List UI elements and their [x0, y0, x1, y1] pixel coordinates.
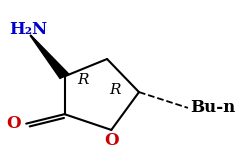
Text: R: R	[109, 83, 120, 97]
Text: R: R	[77, 73, 88, 86]
Text: H₂N: H₂N	[9, 21, 47, 38]
Text: Bu-n: Bu-n	[190, 99, 235, 116]
Polygon shape	[30, 35, 69, 78]
Text: O: O	[104, 132, 119, 149]
Text: O: O	[6, 115, 21, 132]
